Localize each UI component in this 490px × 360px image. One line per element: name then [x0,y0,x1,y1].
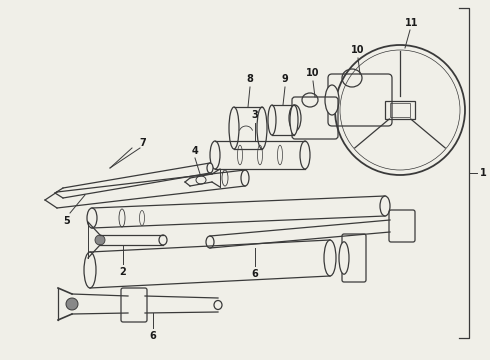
Text: 2: 2 [120,267,126,277]
Text: 5: 5 [64,216,71,226]
Ellipse shape [214,301,222,310]
Circle shape [66,298,78,310]
Text: 3: 3 [252,110,258,120]
Text: 6: 6 [252,269,258,279]
Ellipse shape [268,105,276,135]
Ellipse shape [207,163,213,173]
Ellipse shape [290,105,298,135]
Ellipse shape [210,141,220,169]
Ellipse shape [257,107,267,149]
Ellipse shape [289,105,301,131]
Text: 7: 7 [140,138,147,148]
Text: 8: 8 [246,74,253,84]
Circle shape [95,235,105,245]
Text: 9: 9 [282,74,289,84]
Ellipse shape [87,208,97,228]
Ellipse shape [325,85,339,115]
Ellipse shape [324,240,336,276]
Ellipse shape [300,141,310,169]
Text: 1: 1 [480,168,487,178]
Ellipse shape [229,107,239,149]
Ellipse shape [241,170,249,186]
Text: 11: 11 [405,18,419,28]
Ellipse shape [159,235,167,245]
Text: 10: 10 [306,68,320,78]
Ellipse shape [84,252,96,288]
Ellipse shape [380,196,390,216]
Ellipse shape [206,236,214,248]
Text: 10: 10 [351,45,365,55]
Text: 6: 6 [149,331,156,341]
Ellipse shape [339,242,349,274]
Text: 4: 4 [192,146,198,156]
